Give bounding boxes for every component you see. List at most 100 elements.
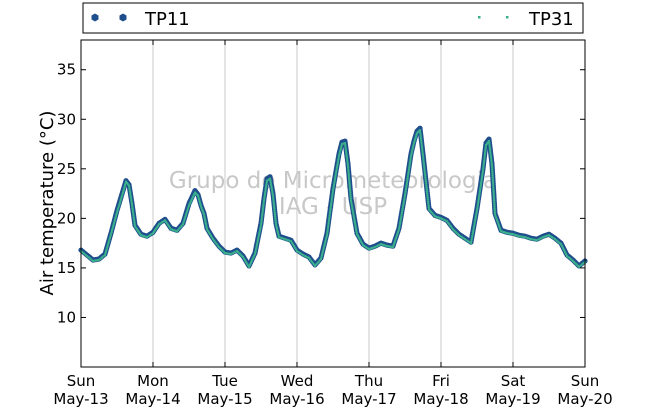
data-point-tp31	[426, 192, 429, 195]
data-point-tp31	[350, 203, 353, 206]
data-point-tp31	[261, 210, 264, 214]
data-point-tp31	[483, 151, 487, 155]
x-tick-label-date: May-17	[341, 390, 396, 408]
data-point-tp31	[398, 226, 401, 229]
data-point-tp31	[328, 216, 331, 219]
data-point-tp31	[352, 212, 355, 215]
data-point-tp31	[420, 142, 423, 146]
data-point-tp31	[404, 186, 408, 190]
data-point-tp31	[472, 224, 476, 228]
data-point-tp31	[351, 206, 354, 210]
data-point-tp31	[353, 221, 357, 225]
data-point-tp31	[111, 227, 114, 230]
data-point-tp31	[329, 206, 332, 210]
data-point-tp31	[119, 198, 123, 202]
data-point-tp31	[272, 203, 276, 207]
data-point-tp31	[107, 240, 111, 243]
data-point-tp31	[491, 180, 495, 183]
data-point-tp31	[426, 194, 429, 197]
data-point-tp31	[499, 228, 502, 231]
data-point-tp31	[496, 220, 499, 224]
data-point-tp31	[424, 174, 427, 177]
data-point-tp31	[421, 152, 424, 156]
data-point-tp31	[130, 199, 133, 202]
data-point-tp31	[327, 218, 331, 221]
data-point-tp31	[489, 157, 493, 160]
data-point-tp31	[115, 211, 119, 214]
data-point-tp31	[346, 158, 349, 162]
data-point-tp31	[344, 143, 347, 147]
data-point-tp31	[328, 214, 331, 218]
data-point-tp31	[110, 229, 114, 232]
data-point-tp31	[403, 198, 406, 201]
data-point-tp31	[103, 253, 107, 257]
data-point-tp31	[270, 188, 274, 192]
data-point-tp31	[488, 147, 492, 150]
data-point-tp31	[475, 211, 478, 214]
data-point-tp31	[108, 238, 111, 242]
data-point-tp31	[257, 233, 261, 237]
data-point-tp31	[397, 228, 401, 231]
data-point-tp31	[354, 227, 358, 230]
data-point-tp31	[402, 203, 405, 207]
data-point-tp31	[112, 222, 116, 225]
data-point-tp31	[474, 215, 478, 218]
data-point-tp31	[274, 219, 277, 222]
data-point-tp31	[271, 194, 275, 197]
data-point-tp31	[492, 184, 495, 187]
data-point-tp31	[260, 220, 263, 223]
data-point-tp31	[132, 214, 135, 217]
data-point-tp31	[401, 209, 404, 212]
data-point-tp31	[113, 218, 117, 221]
data-point-tp31	[350, 204, 354, 208]
data-point-tp31	[323, 244, 326, 248]
data-point-tp31	[409, 158, 412, 161]
data-point-tp31	[256, 241, 259, 244]
data-point-tp31	[471, 232, 474, 235]
data-point-tp31	[404, 188, 408, 192]
data-point-tp31	[184, 215, 187, 218]
data-point-tp31	[479, 186, 482, 189]
data-point-tp31	[476, 201, 480, 205]
data-point-tp31	[427, 206, 430, 209]
data-point-tp31	[262, 203, 265, 206]
data-point-tp31	[183, 219, 186, 222]
data-point-tp31	[478, 194, 481, 197]
data-point-tp31	[272, 202, 275, 205]
data-point-tp31	[491, 178, 495, 181]
data-point-tp31	[325, 235, 328, 239]
data-point-tp31	[406, 179, 409, 182]
data-point-tp31	[422, 156, 425, 160]
data-point-tp31	[270, 186, 273, 190]
data-point-tp31	[349, 199, 353, 202]
data-point-tp31	[259, 227, 262, 231]
data-point-tp31	[335, 168, 338, 171]
data-point-tp31	[409, 156, 412, 160]
data-point-tp31	[264, 184, 268, 188]
data-point-tp31	[272, 200, 275, 203]
data-point-tp31	[480, 179, 483, 182]
data-point-tp31	[488, 141, 491, 145]
data-point-tp31	[419, 134, 422, 138]
data-point-tp31	[494, 215, 497, 218]
x-tick-label-date: May-14	[125, 390, 180, 408]
data-point-tp31	[271, 192, 274, 195]
data-point-tp31	[263, 197, 266, 200]
data-point-tp31	[114, 214, 118, 218]
data-point-tp31	[492, 189, 495, 193]
data-point-tp31	[275, 226, 279, 230]
data-point-tp31	[346, 166, 350, 169]
data-point-tp31	[478, 190, 482, 193]
data-point-tp31	[336, 164, 339, 167]
data-point-tp31	[261, 208, 265, 212]
data-point-tp31	[481, 173, 484, 176]
data-point-tp31	[106, 244, 109, 247]
data-point-tp31	[327, 220, 331, 223]
legend-marker-tp31	[478, 16, 509, 19]
data-point-tp31	[492, 186, 495, 189]
data-point-tp31	[111, 225, 115, 229]
data-point-tp31	[406, 173, 410, 177]
data-point-tp31	[482, 161, 486, 165]
data-point-tp31	[187, 206, 190, 209]
data-point-tp31	[263, 192, 267, 195]
